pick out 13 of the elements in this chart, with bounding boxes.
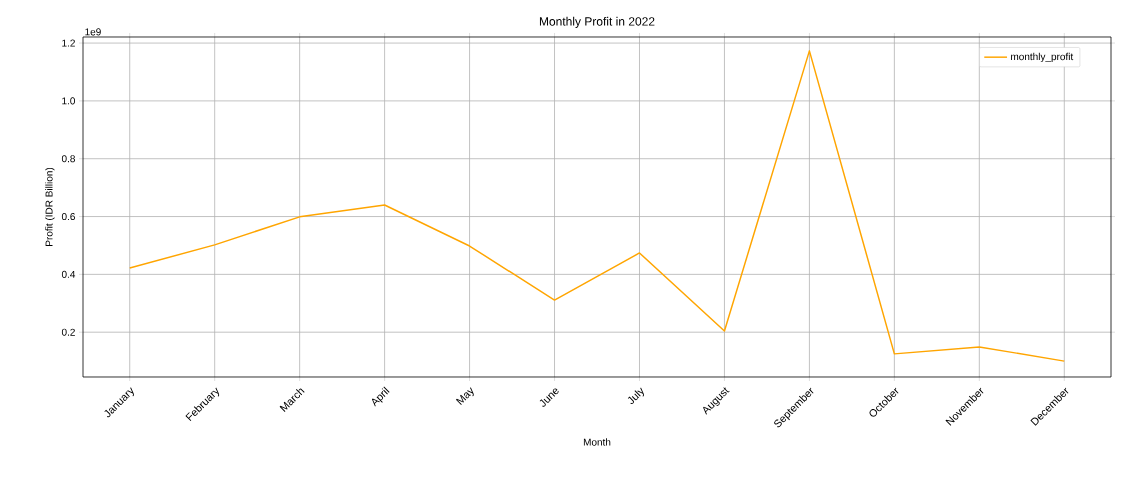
y-tick-label: 0.8 <box>61 155 75 163</box>
y-axis-title: Profit (IDR Billion) <box>45 167 55 246</box>
y-tick-label: 0.6 <box>61 213 75 221</box>
y-tick-label: 1.0 <box>62 97 76 105</box>
text: 1e9 <box>85 28 101 36</box>
y-tick-label: 1.2 <box>62 39 75 47</box>
y-tick-label: 0.2 <box>61 328 75 336</box>
chart-title: Monthly Profit in 2022 <box>539 16 655 29</box>
x-tick-label: July <box>627 387 644 405</box>
y-tick-label: 0.4 <box>61 270 76 278</box>
x-axis-title: Month <box>583 438 611 446</box>
x-tick-label: May <box>455 387 474 405</box>
legend-label: monthly_profit <box>1011 52 1074 63</box>
